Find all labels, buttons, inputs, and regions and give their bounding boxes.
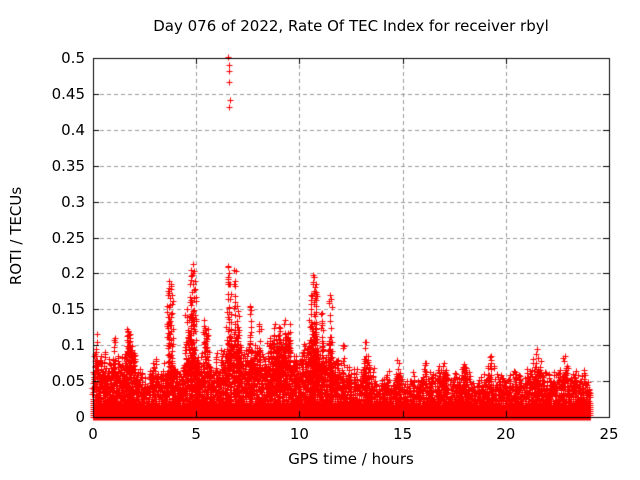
y-tick-label: 0.05 — [51, 372, 85, 391]
y-tick-label: 0.4 — [61, 120, 85, 139]
x-tick-label: 15 — [393, 425, 413, 443]
y-tick-label: 0.45 — [51, 84, 85, 103]
y-tick-label: 0.35 — [51, 156, 85, 175]
x-axis-label: GPS time / hours — [288, 450, 414, 468]
x-tick-label: 10 — [289, 425, 309, 443]
y-tick-label: 0.25 — [51, 228, 85, 247]
x-tick-label: 5 — [191, 425, 201, 443]
y-tick-label: 0 — [75, 408, 85, 426]
y-tick-label: 0.15 — [51, 300, 85, 319]
x-tick-label: 25 — [599, 425, 619, 443]
x-tick-label: 20 — [496, 425, 516, 443]
y-tick-label: 0.3 — [61, 192, 85, 211]
x-tick-label: 0 — [88, 425, 98, 443]
y-tick-label: 0.5 — [61, 49, 85, 67]
y-tick-label: 0.2 — [61, 264, 85, 283]
chart-title: Day 076 of 2022, Rate Of TEC Index for r… — [153, 17, 549, 35]
y-tick-label: 0.1 — [61, 336, 85, 355]
